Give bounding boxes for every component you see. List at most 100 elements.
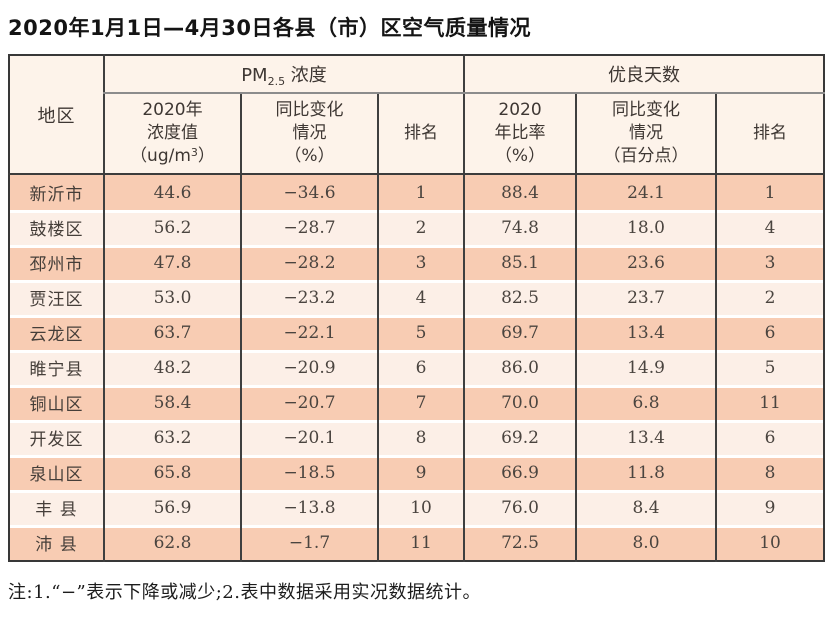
region-cell: 丰 县 (9, 490, 104, 525)
rate-rank-cell: 1 (715, 174, 825, 210)
region-cell: 邳州市 (9, 245, 104, 280)
rate-rank-cell: 8 (715, 455, 825, 490)
pm-value-header-line1: 2020年 (142, 100, 203, 121)
rate-rank-cell: 9 (715, 490, 825, 525)
table-row: 云龙区 63.7 −22.1 5 69.7 13.4 6 (9, 315, 825, 350)
pm-change-cell: −28.7 (240, 210, 378, 245)
pm-value-cell: 47.8 (103, 245, 241, 280)
rate-cell: 76.0 (463, 490, 577, 525)
pm-change-cell: −22.1 (240, 315, 378, 350)
pm-value-cell: 56.2 (103, 210, 241, 245)
pm-change-cell: −20.7 (240, 385, 378, 420)
table-row: 沛 县 62.8 −1.7 11 72.5 8.0 10 (9, 525, 825, 561)
rate-rank-cell: 6 (715, 315, 825, 350)
rate-cell: 72.5 (463, 525, 577, 561)
rate-cell: 82.5 (463, 280, 577, 315)
rate-change-header-line3: （百分点） (603, 145, 689, 166)
rate-cell: 70.0 (463, 385, 577, 420)
col-header-rate-change: 同比变化 情况 （百分点） (575, 93, 717, 175)
region-cell: 新沂市 (9, 174, 104, 210)
group-header-row: 地区 PM2.5 浓度 优良天数 (9, 55, 825, 175)
pm-value-cell: 44.6 (103, 174, 241, 210)
pm-value-header-line2: 浓度值 (147, 123, 198, 144)
pm-value-cell: 63.2 (103, 420, 241, 455)
page-title: 2020年1月1日—4月30日各县（市）区空气质量情况 (8, 16, 532, 40)
rate-change-cell: 24.1 (575, 174, 717, 210)
pm-change-cell: −1.7 (240, 525, 378, 561)
col-header-rate-rank: 排名 (715, 93, 825, 175)
col-group-good-days: 优良天数 (463, 55, 825, 94)
rate-rank-cell: 3 (715, 245, 825, 280)
pm-change-cell: −28.2 (240, 245, 378, 280)
rate-header-line2: 年比率 (494, 123, 546, 144)
rate-change-header-line2: 情况 (629, 123, 664, 144)
rate-change-cell: 14.9 (575, 350, 717, 385)
rate-header-line1: 2020 (498, 100, 542, 121)
col-header-pm-change: 同比变化 情况 （%） (240, 93, 378, 175)
pm-value-header-unit: （ug/m3） (130, 145, 215, 166)
rate-rank-cell: 2 (715, 280, 825, 315)
pm-change-cell: −34.6 (240, 174, 378, 210)
rate-cell: 85.1 (463, 245, 577, 280)
table-body: 新沂市 44.6 −34.6 1 88.4 24.1 1 鼓楼区 56.2 −2… (9, 174, 825, 561)
pm-value-cell: 53.0 (103, 280, 241, 315)
rate-change-header-line1: 同比变化 (612, 100, 681, 121)
table-row: 丰 县 56.9 −13.8 10 76.0 8.4 9 (9, 490, 825, 525)
pm25-label-suffix: 浓度 (285, 64, 327, 86)
pm-rank-cell: 2 (376, 210, 465, 245)
rate-rank-cell: 11 (715, 385, 825, 420)
region-cell: 泉山区 (9, 455, 104, 490)
air-quality-table: 地区 PM2.5 浓度 优良天数 2020年 浓度值 （ug/m3） 同比变化 … (8, 54, 825, 562)
pm-value-cell: 58.4 (103, 385, 241, 420)
pm-value-cell: 65.8 (103, 455, 241, 490)
region-cell: 云龙区 (9, 315, 104, 350)
col-header-region: 地区 (9, 55, 104, 175)
pm-rank-cell: 10 (376, 490, 465, 525)
region-cell: 铜山区 (9, 385, 104, 420)
rate-cell: 69.7 (463, 315, 577, 350)
col-header-pm-value: 2020年 浓度值 （ug/m3） (103, 93, 241, 175)
region-cell: 开发区 (9, 420, 104, 455)
rate-rank-cell: 6 (715, 420, 825, 455)
pm-change-cell: −20.1 (240, 420, 378, 455)
rate-change-cell: 13.4 (575, 420, 717, 455)
pm-rank-cell: 4 (376, 280, 465, 315)
rate-header-line3: （%） (494, 145, 546, 166)
pm25-label-prefix: PM (241, 64, 268, 86)
pm-value-cell: 63.7 (103, 315, 241, 350)
unit-superscript: 3 (190, 145, 198, 159)
table-row: 贾汪区 53.0 −23.2 4 82.5 23.7 2 (9, 280, 825, 315)
pm-rank-cell: 9 (376, 455, 465, 490)
rate-rank-cell: 4 (715, 210, 825, 245)
rate-change-cell: 18.0 (575, 210, 717, 245)
rate-change-cell: 23.6 (575, 245, 717, 280)
pm-rank-cell: 5 (376, 315, 465, 350)
pm-value-cell: 56.9 (103, 490, 241, 525)
table-row: 鼓楼区 56.2 −28.7 2 74.8 18.0 4 (9, 210, 825, 245)
col-header-rate: 2020 年比率 （%） (463, 93, 577, 175)
pm-rank-cell: 6 (376, 350, 465, 385)
rate-change-cell: 8.4 (575, 490, 717, 525)
pm-change-cell: −18.5 (240, 455, 378, 490)
pm-change-cell: −20.9 (240, 350, 378, 385)
rate-cell: 66.9 (463, 455, 577, 490)
pm-rank-cell: 11 (376, 525, 465, 561)
rate-cell: 74.8 (463, 210, 577, 245)
pm-change-header-line3: （%） (284, 145, 335, 166)
rate-cell: 88.4 (463, 174, 577, 210)
region-cell: 沛 县 (9, 525, 104, 561)
pm-change-header-line1: 同比变化 (275, 100, 344, 121)
table-row: 邳州市 47.8 −28.2 3 85.1 23.6 3 (9, 245, 825, 280)
pm25-subscript: 2.5 (267, 74, 286, 88)
footnote: 注:1.“−”表示下降或减少;2.表中数据采用实况数据统计。 (8, 582, 481, 603)
pm-change-cell: −13.8 (240, 490, 378, 525)
pm-rank-cell: 7 (376, 385, 465, 420)
rate-change-cell: 11.8 (575, 455, 717, 490)
table-row: 铜山区 58.4 −20.7 7 70.0 6.8 11 (9, 385, 825, 420)
region-cell: 贾汪区 (9, 280, 104, 315)
pm-rank-cell: 8 (376, 420, 465, 455)
table-row: 睢宁县 48.2 −20.9 6 86.0 14.9 5 (9, 350, 825, 385)
table-header: 地区 PM2.5 浓度 优良天数 2020年 浓度值 （ug/m3） 同比变化 … (9, 55, 825, 175)
rate-rank-cell: 5 (715, 350, 825, 385)
